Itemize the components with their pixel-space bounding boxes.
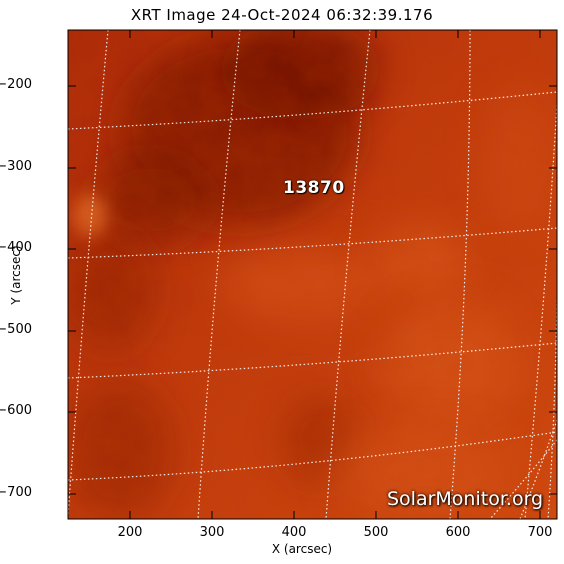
y-tick-label: −500 <box>0 322 32 337</box>
solarmonitor-watermark: SolarMonitor.org <box>387 488 544 510</box>
plot-frame <box>67 29 558 520</box>
x-tick-label: 300 <box>199 525 225 540</box>
axis-ticks <box>68 30 557 519</box>
y-tick-label: −700 <box>0 485 32 500</box>
x-tick-label: 400 <box>281 525 307 540</box>
x-tick-label: 200 <box>117 525 143 540</box>
y-tick-label: −600 <box>0 403 32 418</box>
y-tick-label: −200 <box>0 77 32 92</box>
y-tick-label: −400 <box>0 240 32 255</box>
y-tick-label: −300 <box>0 159 32 174</box>
image-title: XRT Image 24-Oct-2024 06:32:39.176 <box>130 6 434 24</box>
x-tick-label: 500 <box>363 525 389 540</box>
x-tick-label: 700 <box>527 525 553 540</box>
xray-solar-image <box>68 30 557 519</box>
x-tick-label: 600 <box>445 525 471 540</box>
heliographic-grid <box>68 30 557 519</box>
y-axis-label: Y (arcsec) <box>9 245 23 305</box>
x-axis-label: X (arcsec) <box>271 542 333 556</box>
active-region-label: 13870 <box>283 178 345 198</box>
